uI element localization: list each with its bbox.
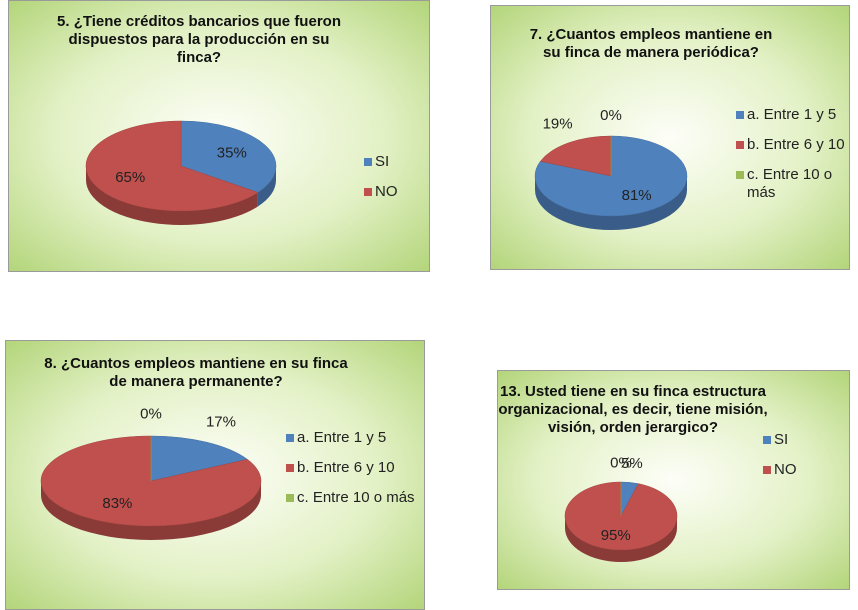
data-label: 0% [610,454,632,471]
legend-label: NO [375,183,398,200]
slice [85,120,259,212]
legend-item: c. Entre 10 o más [736,166,846,202]
legend-swatch [364,188,372,196]
legend-label: SI [375,153,390,170]
data-label: 35% [217,145,247,162]
slice-side [565,516,677,562]
legend-label: c. Entre 10 o más [297,489,415,506]
chart-title: 13. Usted tiene en su finca estructura o… [498,383,768,436]
legend-label: a. Entre 1 y 5 [297,429,387,446]
data-label: 0% [140,406,162,423]
legend-swatch [736,171,744,179]
chart-title: 5. ¿Tiene créditos bancarios que fueron … [57,13,341,66]
legend-label: b. Entre 6 y 10 [747,136,845,153]
legend-swatch [286,464,294,472]
slice [150,435,248,482]
legend-swatch [736,141,744,149]
legend-item: a. Entre 1 y 5 [736,106,846,124]
pie-chart: 81% 19% 0% [534,107,688,230]
legend-label: a. Entre 1 y 5 [747,106,837,123]
legend-label: SI [774,431,789,448]
data-label: 5% [621,455,643,472]
data-label: 0% [600,107,622,124]
pie-chart: 5% 95% 0% [564,454,678,562]
legend-label: b. Entre 6 y 10 [297,459,395,476]
data-label: 81% [622,187,652,204]
legend: a. Entre 1 y 5 b. Entre 6 y 10 c. Entre 10… [736,106,846,214]
slice-side [257,166,276,207]
legend: SI NO [763,431,843,491]
chart-panel: 81% 19% 0% 7. ¿Cuantos empleos mantiene en … [490,5,850,270]
legend-swatch [736,111,744,119]
legend-item: c. Entre 10 o más [286,489,421,507]
slice [534,135,688,217]
legend-item: b. Entre 6 y 10 [286,459,421,477]
legend-swatch [763,436,771,444]
slice [180,120,277,193]
legend-item: SI [763,431,843,449]
slice-side [41,481,261,540]
chart-panel: 5% 95% 0% 13. Usted tiene en su finca estru… [497,370,850,590]
legend: a. Entre 1 y 5 b. Entre 6 y 10 c. Entre 10… [286,429,421,519]
data-label: 65% [115,169,145,186]
chart-title: 8. ¿Cuantos empleos mantiene en su finca… [44,355,348,390]
legend-item: NO [364,183,429,201]
slice-side [535,176,687,230]
pie-chart: 35% 65% [85,120,277,225]
legend-item: a. Entre 1 y 5 [286,429,421,447]
data-label: 95% [601,527,631,544]
chart-title: 7. ¿Cuantos empleos mantiene en su finca… [529,26,773,61]
legend-swatch [286,494,294,502]
slice [539,135,612,177]
chart-panel: 35% 65% 5. ¿Tiene créditos bancarios que f… [8,0,430,272]
data-label: 83% [102,495,132,512]
data-label: 17% [206,414,236,431]
data-label: 19% [543,116,573,133]
legend-label: c. Entre 10 o más [747,166,833,201]
slice-side [86,166,258,225]
legend-swatch [286,434,294,442]
chart-panel: 17% 83% 0% 8. ¿Cuantos empleos mantiene en … [5,340,425,610]
legend-swatch [763,466,771,474]
legend: SI NO [364,153,429,213]
legend-swatch [364,158,372,166]
legend-item: SI [364,153,429,171]
legend-label: NO [774,461,797,478]
legend-item: NO [763,461,843,479]
legend-item: b. Entre 6 y 10 [736,136,846,154]
pie-chart: 17% 83% 0% [40,406,262,540]
